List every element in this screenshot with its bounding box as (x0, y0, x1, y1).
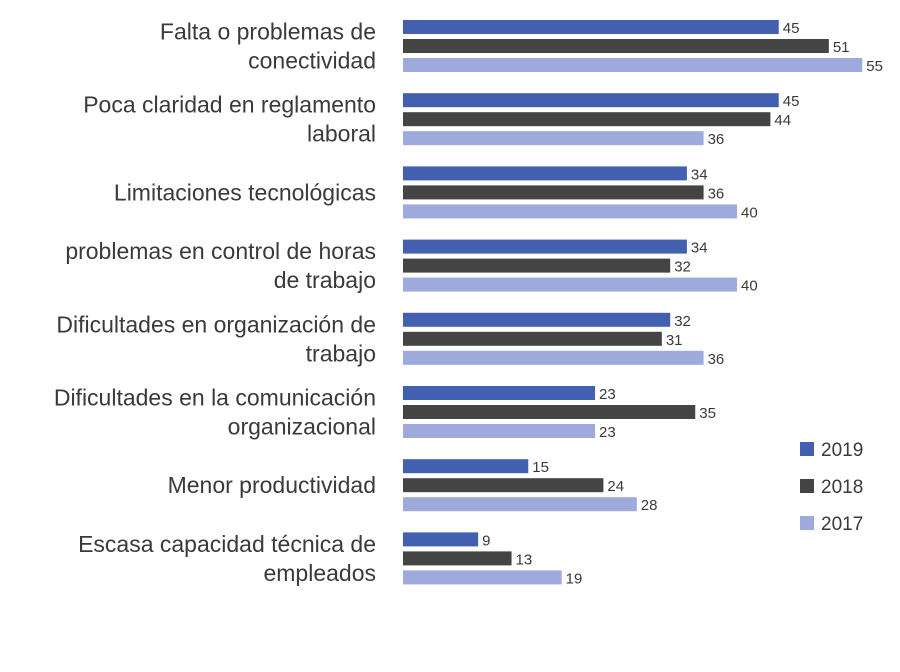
category-label-line: Poca claridad en reglamento (83, 92, 376, 118)
category-label-line: Falta o problemas de (160, 19, 376, 45)
value-label: 35 (699, 405, 716, 422)
bar (403, 478, 604, 493)
legend-label: 2017 (821, 514, 863, 535)
category-label: Dificultades en organización de trabajo (56, 311, 376, 366)
legend-label: 2018 (821, 477, 863, 498)
category-label-line: conectividad (248, 48, 376, 74)
bar (403, 551, 512, 566)
value-label: 34 (691, 166, 708, 183)
bar (403, 39, 829, 53)
value-label: 15 (532, 459, 549, 476)
value-label: 36 (708, 185, 725, 202)
bar (403, 239, 687, 254)
value-label: 32 (674, 259, 691, 276)
category-label: Menor productividad (168, 472, 376, 498)
category-label: Poca claridad en reglamento laboral (83, 92, 376, 147)
legend-swatch (800, 516, 814, 530)
category-label: Limitaciones tecnológicas (114, 179, 376, 205)
value-label: 51 (833, 39, 850, 56)
value-label: 32 (674, 313, 691, 330)
value-label: 40 (741, 204, 758, 221)
bar (403, 570, 562, 585)
category-label-line: laboral (307, 121, 376, 147)
value-label: 44 (774, 112, 791, 129)
category-label: problemas en control de horas de trabajo (65, 238, 376, 293)
value-label: 28 (641, 497, 658, 514)
bar (403, 312, 671, 327)
bar (403, 258, 671, 273)
value-label: 23 (599, 424, 616, 441)
category-label-line: problemas en control de horas (65, 238, 376, 264)
category-label-line: Limitaciones tecnológicas (114, 179, 376, 205)
bar (403, 58, 863, 72)
value-label: 55 (866, 58, 883, 75)
bar (403, 424, 596, 438)
legend-swatch (800, 442, 814, 456)
bars (403, 20, 863, 585)
value-labels: 4551554544363436403432403231362335231524… (482, 20, 883, 587)
bar (403, 532, 479, 547)
value-label: 45 (783, 93, 800, 110)
value-label: 36 (708, 351, 725, 368)
bar (403, 459, 529, 474)
value-label: 24 (607, 478, 624, 495)
bar (403, 93, 779, 108)
category-label-line: empleados (263, 560, 376, 586)
value-label: 45 (783, 20, 800, 37)
bar (403, 131, 704, 146)
category-labels: Falta o problemas de conectividad Poca cla… (54, 19, 376, 586)
value-label: 23 (599, 386, 616, 403)
value-label: 19 (566, 570, 583, 587)
category-label-line: Menor productividad (168, 472, 376, 498)
legend-swatch (800, 479, 814, 493)
bar (403, 166, 687, 181)
legend-label: 2019 (821, 440, 863, 461)
bar (403, 497, 637, 512)
legend: 2019 2018 2017 (800, 440, 863, 535)
bar (403, 185, 704, 200)
bar (403, 405, 696, 419)
category-label: Escasa capacidad técnica de empleados (78, 531, 376, 586)
value-label: 13 (516, 551, 533, 568)
category-label-line: Dificultades en la comunicación (54, 385, 376, 411)
category-label-line: de trabajo (274, 267, 376, 293)
value-label: 34 (691, 240, 708, 257)
category-label: Falta o problemas de conectividad (160, 19, 376, 74)
value-label: 36 (708, 131, 725, 148)
bar (403, 277, 737, 292)
bar (403, 331, 662, 346)
value-label: 9 (482, 532, 490, 549)
bar (403, 386, 596, 400)
category-label-line: organizacional (228, 414, 376, 440)
bar (403, 20, 779, 34)
value-label: 31 (666, 332, 683, 349)
category-label: Dificultades en la comunicación organizac… (54, 385, 376, 440)
bar (403, 204, 737, 219)
bar (403, 112, 771, 127)
category-label-line: Dificultades en organización de (56, 311, 376, 337)
category-label-line: trabajo (306, 340, 376, 366)
bar (403, 350, 704, 365)
value-label: 40 (741, 278, 758, 295)
category-label-line: Escasa capacidad técnica de (78, 531, 376, 557)
